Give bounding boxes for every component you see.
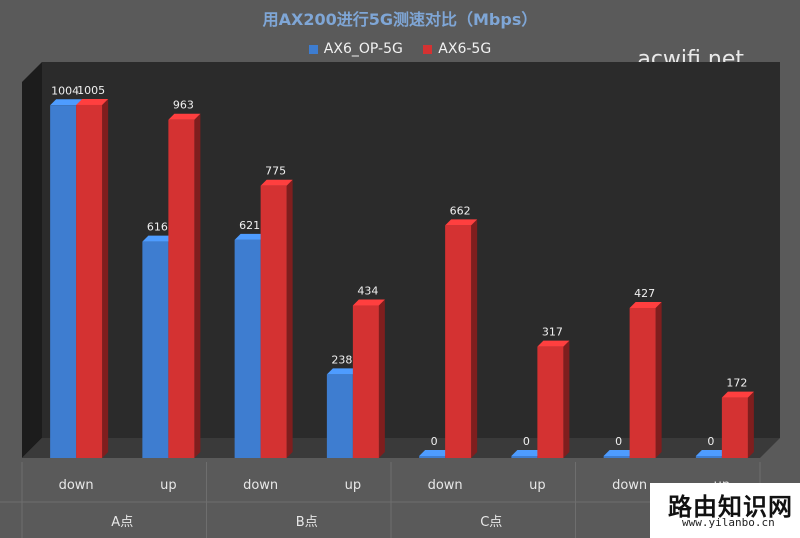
legend-swatch-blue [308, 44, 318, 54]
data-label-series-2-1: 1005 [77, 84, 105, 97]
data-label-series-2-5: 662 [450, 204, 471, 217]
bar-side-2-8 [747, 391, 754, 458]
group-label-2: B点 [296, 515, 318, 530]
bar-top-2-8 [721, 391, 754, 398]
bar-side-2-6 [563, 340, 570, 458]
bar-top-2-5 [445, 219, 478, 226]
bar-series-2-3 [260, 185, 287, 458]
data-label-series-2-2: 963 [173, 99, 194, 112]
bar-side-2-4 [378, 299, 385, 458]
category-label-6: up [529, 478, 546, 493]
bar-series-2-1 [76, 104, 103, 458]
bar-series-1-2 [142, 241, 169, 458]
bar-top-1-2 [142, 235, 175, 242]
group-label-3: C点 [480, 515, 502, 530]
data-label-series-1-1: 1004 [51, 84, 79, 97]
legend-label-series-1: AX6_OP-5G [323, 41, 403, 57]
bar-top-1-6 [511, 450, 544, 456]
badge-site-name: 路由知识网 [668, 493, 793, 521]
data-label-series-1-2: 616 [147, 221, 168, 234]
bar-series-1-5 [419, 456, 446, 458]
data-label-series-2-7: 427 [634, 287, 655, 300]
bar-top-1-4 [326, 368, 359, 375]
bar-side-2-7 [655, 301, 662, 458]
bar-series-2-5 [445, 225, 472, 458]
bar-series-2-7 [629, 307, 656, 458]
data-label-series-2-3: 775 [265, 165, 286, 178]
bar-top-1-1 [50, 99, 83, 106]
bar-top-2-3 [260, 179, 293, 186]
data-label-series-2-4: 434 [357, 285, 378, 298]
data-label-series-1-3: 621 [239, 219, 260, 232]
bar-side-2-5 [471, 219, 478, 458]
bar-series-1-7 [603, 456, 630, 458]
category-label-2: up [160, 478, 177, 493]
bar-top-2-4 [352, 299, 385, 306]
data-label-series-1-7: 0 [615, 435, 622, 448]
bar-side-2-2 [194, 113, 201, 459]
badge-site-url: www.yilanbo.cn [682, 516, 775, 529]
category-label-7: down [612, 478, 647, 493]
bar-side-2-3 [286, 179, 293, 458]
data-label-series-1-5: 0 [431, 435, 438, 448]
data-label-series-1-6: 0 [523, 435, 530, 448]
chart-title: 用AX200进行5G测速对比（Mbps） [262, 10, 538, 29]
chart-floor [22, 438, 780, 458]
bar-top-1-7 [603, 450, 636, 456]
category-label-5: down [428, 478, 463, 493]
bar-top-1-8 [695, 450, 728, 456]
bar-top-2-7 [629, 301, 662, 308]
legend-item-series-2: AX6-5G [423, 41, 491, 57]
data-label-series-1-4: 238 [331, 353, 352, 366]
site-badge: 路由知识网 www.yilanbo.cn [650, 483, 800, 538]
legend: AX6_OP-5G AX6-5G [0, 41, 800, 58]
bar-series-2-4 [352, 305, 379, 458]
chart-side-wall [22, 62, 42, 458]
bar-series-1-8 [695, 456, 722, 458]
bar-top-1-5 [419, 450, 452, 456]
bar-series-1-4 [326, 374, 353, 458]
bar-series-2-6 [537, 346, 564, 458]
bar-series-1-6 [511, 456, 538, 458]
bar-side-2-1 [102, 98, 109, 458]
bar-series-2-8 [721, 397, 748, 458]
group-label-1: A点 [111, 515, 133, 530]
bar-top-2-2 [168, 113, 201, 120]
bar-series-1-1 [50, 105, 77, 458]
data-label-series-2-8: 172 [726, 377, 747, 390]
legend-item-series-1: AX6_OP-5G [308, 41, 403, 57]
data-label-series-2-6: 317 [542, 326, 563, 339]
bar-top-2-1 [76, 98, 109, 105]
chart-back-wall [42, 62, 780, 438]
legend-swatch-red [423, 44, 433, 54]
data-label-series-1-8: 0 [707, 435, 714, 448]
bar-top-2-6 [537, 340, 570, 347]
bar-series-2-2 [168, 119, 195, 459]
category-label-4: up [345, 478, 362, 493]
bar-top-1-3 [234, 233, 267, 240]
category-label-1: down [59, 478, 94, 493]
bar-series-1-3 [234, 239, 261, 458]
category-label-3: down [243, 478, 278, 493]
legend-label-series-2: AX6-5G [438, 41, 492, 57]
